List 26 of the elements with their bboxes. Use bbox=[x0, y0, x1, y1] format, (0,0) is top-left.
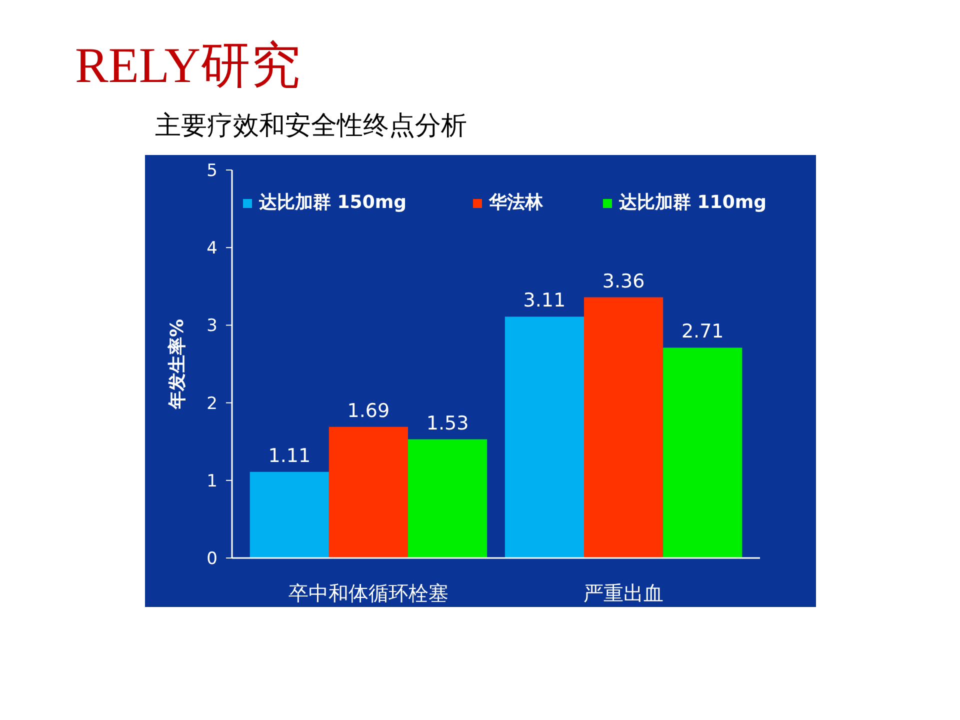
data-label: 2.71 bbox=[681, 320, 724, 343]
data-label: 1.11 bbox=[268, 444, 311, 467]
y-axis-title: 年发生率% bbox=[167, 318, 188, 410]
chart-subtitle: 主要疗效和安全性终点分析 bbox=[155, 111, 467, 141]
chart-title: RELY研究 bbox=[75, 37, 301, 93]
y-tick-label: 0 bbox=[206, 549, 218, 569]
y-tick-label: 2 bbox=[206, 394, 218, 414]
data-label: 1.69 bbox=[347, 400, 390, 422]
legend-label: 华法林 bbox=[488, 192, 544, 213]
bar bbox=[250, 472, 329, 558]
y-tick-label: 4 bbox=[206, 238, 218, 259]
data-label: 3.36 bbox=[602, 270, 645, 292]
data-label: 1.53 bbox=[426, 412, 469, 434]
y-tick-label: 3 bbox=[206, 316, 218, 336]
legend-label: 达比加群 150mg bbox=[258, 192, 406, 213]
bar bbox=[504, 316, 584, 558]
bar bbox=[408, 439, 488, 558]
bar bbox=[328, 426, 408, 558]
x-tick-label: 卒中和体循环栓塞 bbox=[288, 581, 448, 605]
legend-label: 达比加群 110mg bbox=[618, 192, 766, 213]
y-tick-label: 5 bbox=[206, 161, 218, 181]
x-tick-label: 严重出血 bbox=[584, 581, 664, 605]
bar bbox=[584, 297, 664, 558]
data-label: 3.11 bbox=[523, 290, 566, 312]
bar bbox=[663, 348, 742, 558]
y-tick-label: 1 bbox=[206, 471, 218, 492]
